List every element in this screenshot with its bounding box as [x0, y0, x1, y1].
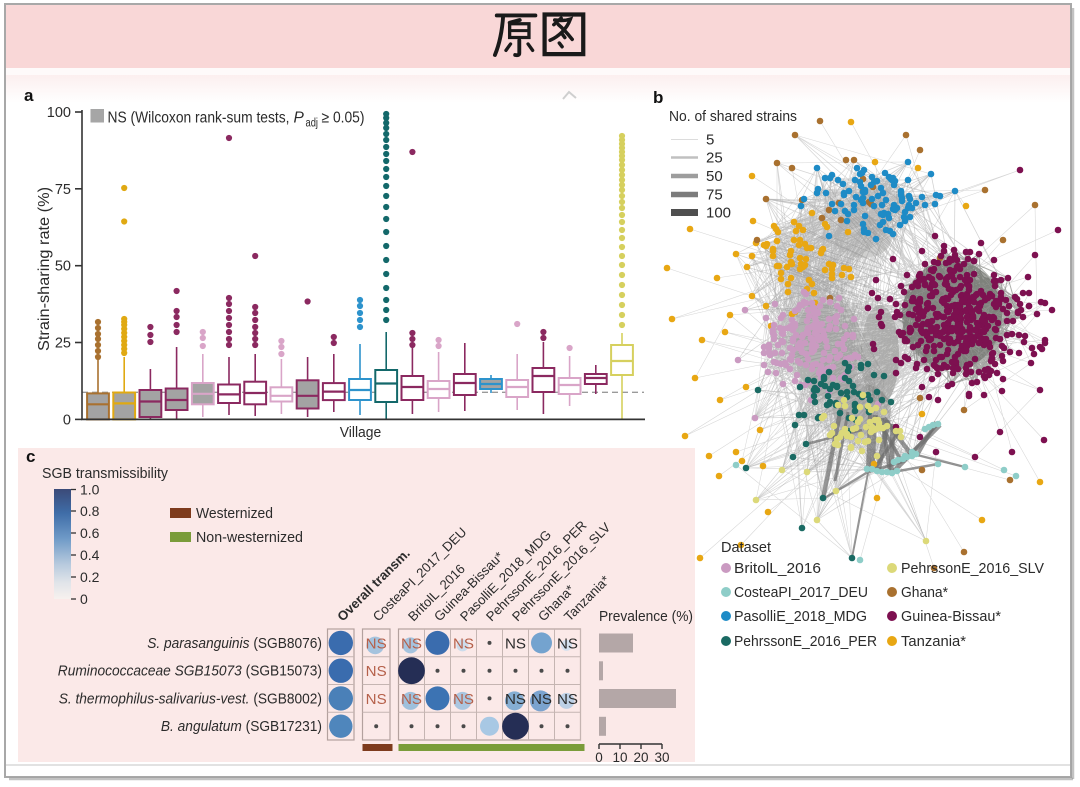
svg-text:25: 25	[706, 150, 723, 167]
svg-text:a: a	[24, 86, 34, 105]
svg-text:0: 0	[63, 412, 71, 428]
svg-text:25: 25	[55, 336, 71, 352]
svg-text:NS: NS	[401, 635, 422, 652]
svg-text:PasolliE_2018_MDG: PasolliE_2018_MDG	[734, 608, 867, 625]
svg-text:NS: NS	[401, 691, 422, 708]
svg-text:NS: NS	[453, 691, 474, 708]
svg-text:(SGB17231): (SGB17231)	[242, 718, 322, 735]
svg-text:(SGB8076): (SGB8076)	[250, 635, 323, 652]
svg-text:Dataset: Dataset	[721, 539, 772, 556]
svg-text:≥ 0.05): ≥ 0.05)	[322, 110, 365, 127]
svg-text:10: 10	[612, 750, 627, 765]
svg-text:Tanzania*: Tanzania*	[901, 633, 966, 650]
svg-text:0.6: 0.6	[80, 525, 100, 541]
svg-text:Ghana*: Ghana*	[901, 584, 948, 601]
svg-text:NS: NS	[557, 635, 578, 652]
svg-text:Westernized: Westernized	[196, 506, 273, 522]
svg-text:NS: NS	[557, 691, 578, 708]
svg-text:CosteaPI_2017_DEU: CosteaPI_2017_DEU	[734, 584, 868, 601]
svg-text:B. angulatum: B. angulatum	[161, 718, 242, 735]
svg-text:NS: NS	[531, 691, 552, 708]
svg-text:P: P	[294, 110, 305, 127]
svg-text:50: 50	[706, 168, 723, 185]
svg-text:75: 75	[55, 182, 71, 198]
svg-text:NS: NS	[453, 635, 474, 652]
svg-text:S. thermophilus-salivarius-ves: S. thermophilus-salivarius-vest.	[59, 690, 250, 707]
svg-text:NS (Wilcoxon rank-sum tests,: NS (Wilcoxon rank-sum tests,	[108, 110, 290, 127]
svg-text:adj: adj	[306, 118, 319, 130]
svg-text:NS: NS	[505, 691, 526, 708]
svg-text:5: 5	[706, 132, 714, 149]
svg-text:NS: NS	[366, 691, 387, 708]
svg-text:b: b	[653, 88, 663, 107]
svg-text:50: 50	[55, 259, 71, 275]
svg-text:Guinea-Bissau*: Guinea-Bissau*	[901, 608, 1001, 625]
svg-text:0.4: 0.4	[80, 547, 100, 563]
svg-text:BritolL_2016: BritolL_2016	[734, 560, 821, 577]
svg-text:Non-westernized: Non-westernized	[196, 530, 303, 546]
svg-text:Village: Village	[340, 424, 382, 441]
svg-text:Prevalence (%): Prevalence (%)	[599, 609, 693, 625]
svg-text:30: 30	[654, 750, 669, 765]
svg-text:0.8: 0.8	[80, 503, 100, 519]
svg-text:0.2: 0.2	[80, 569, 100, 585]
svg-text:NS: NS	[366, 663, 387, 680]
svg-text:100: 100	[706, 205, 731, 222]
svg-text:SGB transmissibility: SGB transmissibility	[42, 466, 169, 482]
svg-text:1.0: 1.0	[80, 482, 100, 498]
svg-text:NS: NS	[505, 635, 526, 652]
svg-text:100: 100	[47, 105, 71, 121]
svg-text:PehrssonE_2016_PER: PehrssonE_2016_PER	[734, 633, 877, 650]
svg-text:Ruminococcaceae SGB15073: Ruminococcaceae SGB15073	[58, 663, 243, 680]
svg-text:0: 0	[595, 750, 603, 765]
svg-text:PehrssonE_2016_SLV: PehrssonE_2016_SLV	[901, 560, 1044, 577]
svg-text:75: 75	[706, 187, 723, 204]
svg-text:Strain-sharing rate (%): Strain-sharing rate (%)	[36, 187, 53, 351]
svg-text:0: 0	[80, 591, 88, 607]
svg-text:(SGB8002): (SGB8002)	[250, 690, 323, 707]
svg-text:c: c	[26, 447, 35, 466]
svg-text:S. parasanguinis: S. parasanguinis	[147, 635, 250, 652]
svg-text:NS: NS	[366, 635, 387, 652]
svg-text:(SGB15073): (SGB15073)	[242, 663, 322, 680]
svg-text:20: 20	[633, 750, 648, 765]
svg-text:No. of shared strains: No. of shared strains	[669, 108, 797, 125]
